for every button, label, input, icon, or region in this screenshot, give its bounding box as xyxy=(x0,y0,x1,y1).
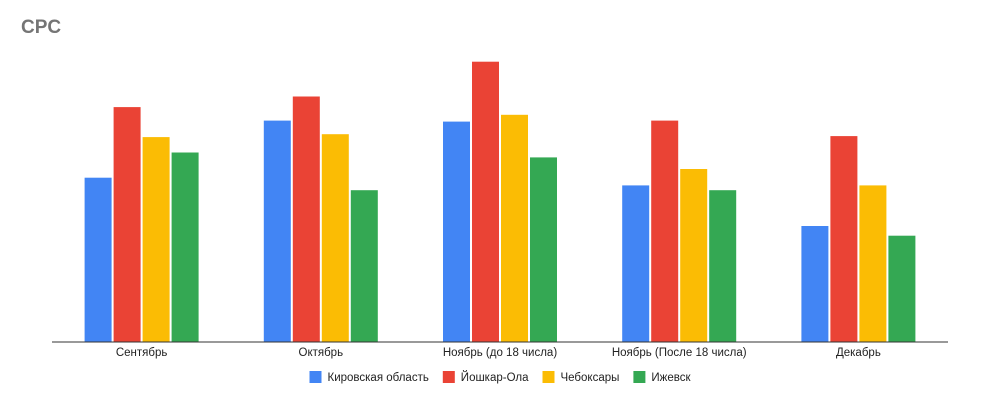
bar-4-series-2 xyxy=(651,120,679,342)
legend: Кировская область Йошкар-Ола Чебоксары Ижев… xyxy=(309,371,691,384)
bar-4-series-4 xyxy=(709,190,737,342)
bar-2-series-1 xyxy=(263,120,291,342)
legend-label: Ижевск xyxy=(651,372,691,384)
bar-5-series-1 xyxy=(801,226,829,342)
bar-5-series-3 xyxy=(859,185,887,342)
legend-swatch xyxy=(442,371,455,383)
legend-swatch xyxy=(542,371,555,383)
bars-layer xyxy=(84,61,916,342)
x-tick-label: Декабрь xyxy=(836,347,881,359)
legend-item: Кировская область xyxy=(309,371,429,384)
x-tick-label: Ноябрь (После 18 числа) xyxy=(612,347,747,359)
legend-item: Ижевск xyxy=(633,371,691,384)
chart-title: CPC xyxy=(21,17,62,38)
bar-2-series-3 xyxy=(321,134,349,342)
legend-item: Йошкар-Ола xyxy=(442,371,529,384)
bar-1-series-2 xyxy=(113,107,141,342)
x-tick-labels: Сентябрь Октябрь Ноябрь (до 18 числа) Ноябр… xyxy=(116,347,881,359)
bar-3-series-3 xyxy=(501,114,528,342)
bar-3-series-1 xyxy=(443,121,470,342)
legend-swatch xyxy=(633,371,646,383)
bar-4-series-1 xyxy=(622,185,650,342)
bar-1-series-3 xyxy=(142,137,170,342)
x-tick-label: Ноябрь (до 18 числа) xyxy=(443,347,557,359)
bar-3-series-2 xyxy=(472,61,499,342)
x-tick-label: Октябрь xyxy=(299,347,344,359)
legend-item: Чебоксары xyxy=(542,371,620,384)
bar-5-series-2 xyxy=(830,136,858,342)
x-tick-label: Сентябрь xyxy=(116,347,168,359)
legend-label: Кировская область xyxy=(328,372,429,384)
bar-5-series-4 xyxy=(888,235,916,342)
bar-1-series-1 xyxy=(84,177,112,342)
bar-4-series-3 xyxy=(680,169,708,342)
bar-2-series-2 xyxy=(292,96,320,342)
legend-label: Йошкар-Ола xyxy=(461,371,529,384)
bar-2-series-4 xyxy=(350,190,378,342)
legend-label: Чебоксары xyxy=(561,372,620,384)
bar-1-series-4 xyxy=(171,152,199,342)
bar-3-series-4 xyxy=(530,157,557,342)
legend-swatch xyxy=(309,371,322,383)
